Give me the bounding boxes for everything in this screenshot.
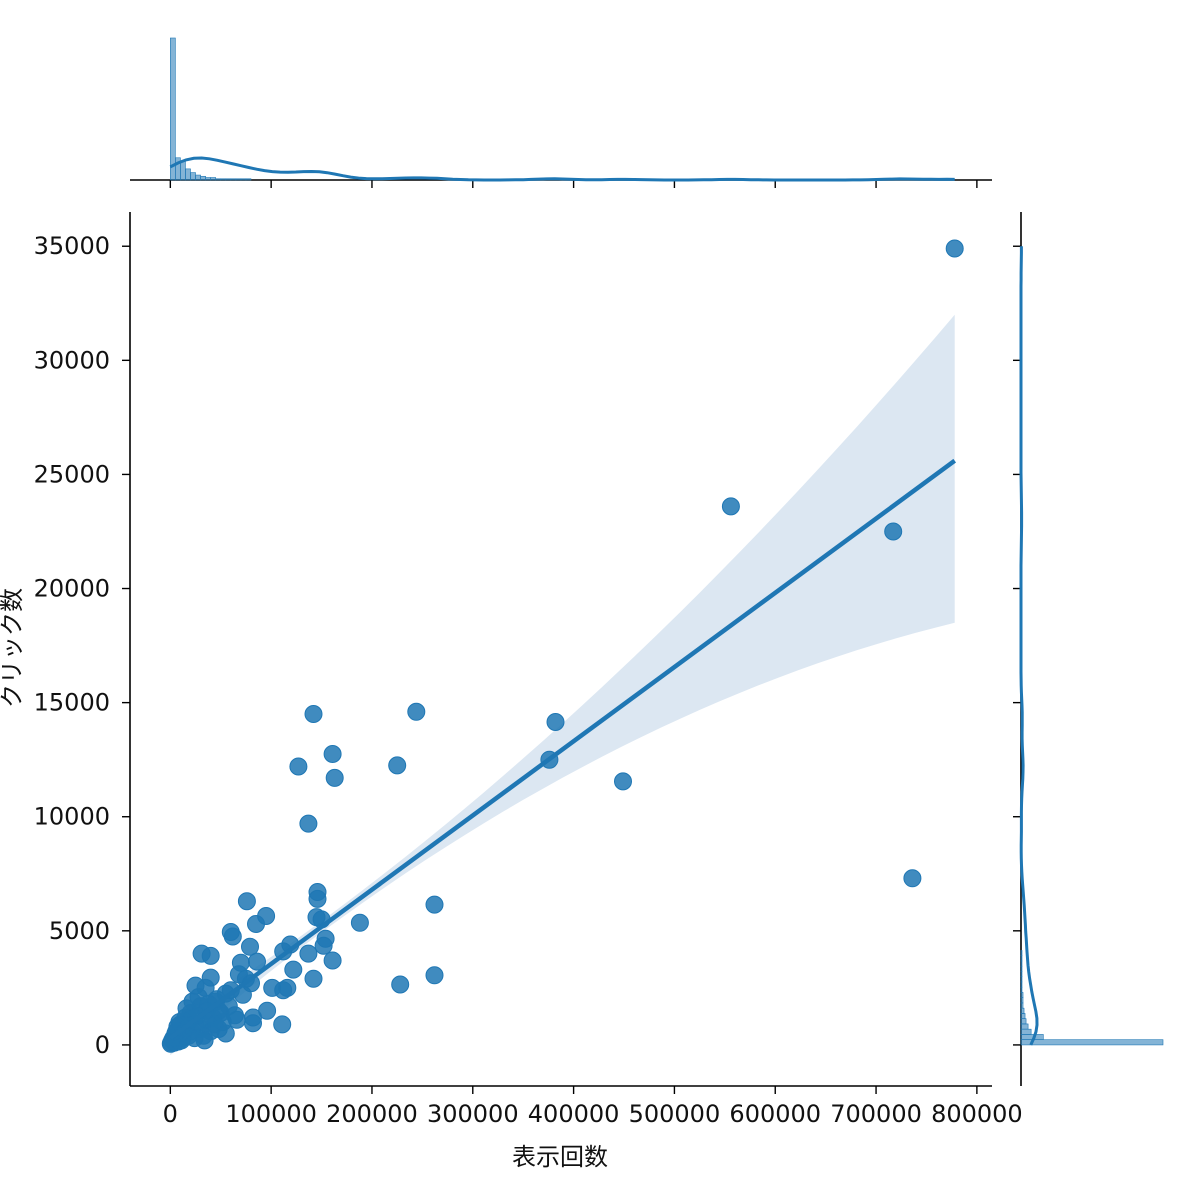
top-hist-bar: [245, 178, 252, 181]
right-hist-bar: [1020, 986, 1023, 993]
scatter-point: [350, 913, 369, 932]
scatter-point: [299, 814, 318, 833]
right-hist-bar: [1020, 955, 1023, 962]
right-hist-bar: [1020, 1007, 1025, 1014]
scatter-point: [323, 745, 342, 763]
y-tick-label: 0: [95, 1031, 110, 1059]
scatter-point: [223, 927, 242, 946]
right-marginal-histogram: [1013, 212, 1164, 1086]
scatter-point: [325, 768, 344, 787]
scatter-point: [237, 892, 256, 911]
y-axis-label: クリック数: [0, 588, 26, 708]
scatter-point: [407, 702, 426, 721]
x-tick-label: 800000: [931, 1100, 1023, 1128]
top-hist-bar: [190, 172, 196, 181]
x-axis-label: 表示回数: [512, 1143, 608, 1171]
right-hist-bar: [1020, 1013, 1026, 1019]
top-hist-bar: [215, 178, 222, 181]
right-hist-bar: [1020, 1018, 1027, 1025]
scatter-point: [884, 522, 903, 541]
scatter-point: [225, 1006, 244, 1025]
scatter-point: [248, 952, 266, 971]
regression-layer: [168, 458, 957, 1040]
right-hist-bar: [1020, 1002, 1024, 1009]
scatter-point: [388, 756, 407, 775]
scatter-point: [721, 497, 740, 516]
top-hist-bar: [195, 174, 201, 181]
scatter-point: [304, 705, 323, 723]
top-hist-bar: [205, 177, 211, 181]
scatter-point: [289, 757, 308, 776]
y-tick-label: 20000: [34, 575, 110, 603]
right-hist-bar: [1020, 981, 1023, 988]
x-tick-label: 500000: [629, 1100, 721, 1128]
x-tick-label: 0: [163, 1100, 178, 1128]
top-kde-curve: [169, 156, 955, 182]
right-hist-bar: [1020, 992, 1024, 998]
y-tick-label: 10000: [34, 803, 110, 831]
y-tick-label: 35000: [34, 232, 110, 260]
top-hist-bar: [210, 177, 216, 181]
scatter-point: [195, 1031, 214, 1050]
scatter-point: [391, 975, 410, 994]
scatter-point: [903, 869, 922, 888]
scatter-point: [299, 944, 318, 963]
y-tick-label: 25000: [34, 460, 110, 488]
scatter-point: [945, 239, 964, 258]
y-tick-label: 5000: [49, 917, 110, 945]
right-hist-bar: [1020, 971, 1023, 977]
scatter-point: [314, 936, 333, 955]
top-hist-bar: [200, 175, 206, 181]
scatter-point: [247, 915, 265, 933]
scatter-point: [425, 966, 444, 985]
top-hist-bar: [185, 168, 191, 181]
scatter-point: [244, 1014, 262, 1033]
x-tick-label: 200000: [326, 1100, 418, 1128]
scatter-point: [308, 889, 327, 908]
x-tick-label: 400000: [528, 1100, 620, 1128]
right-hist-bar: [1020, 1028, 1032, 1035]
top-hist-bar: [235, 178, 242, 181]
right-hist-bar: [1020, 1023, 1029, 1030]
x-tick-label: 700000: [830, 1100, 922, 1128]
right-hist-bar: [1020, 976, 1023, 983]
right-kde-curve: [1019, 246, 1039, 1046]
top-hist-bar: [230, 178, 237, 181]
right-hist-bar: [1020, 1039, 1164, 1046]
right-hist-bar: [1020, 965, 1023, 972]
top-hist-bar: [170, 37, 176, 181]
y-tick-label: 30000: [34, 346, 110, 374]
scatter-point: [162, 1033, 181, 1052]
x-tick-label: 600000: [729, 1100, 821, 1128]
scatter-point: [201, 946, 220, 965]
y-tick-label: 15000: [34, 689, 110, 717]
scatter-point: [278, 978, 297, 997]
top-hist-bar: [240, 178, 247, 181]
x-tick-label: 300000: [427, 1100, 519, 1128]
scatter-point: [284, 960, 303, 979]
top-hist-bar: [225, 178, 232, 181]
scatter-point: [425, 895, 444, 914]
top-hist-bar: [220, 178, 227, 181]
scatter-point: [216, 1024, 235, 1043]
scatter-point: [304, 969, 323, 988]
right-hist-bar: [1020, 997, 1024, 1004]
top-marginal-histogram: [130, 37, 992, 188]
x-tick-label: 100000: [225, 1100, 317, 1128]
scatter-point: [546, 713, 565, 731]
right-hist-bar: [1020, 960, 1023, 967]
scatter-point: [614, 772, 632, 791]
scatter-point: [241, 937, 259, 956]
right-hist-bar: [1020, 950, 1023, 956]
top-hist-bar: [180, 161, 186, 181]
scatter-point: [323, 951, 342, 970]
regression-line: [168, 458, 957, 1040]
scatter-point: [273, 1015, 292, 1034]
axes-layer: 0 100000 200000 300000 400000 500000 600000 700…: [34, 212, 1023, 1128]
